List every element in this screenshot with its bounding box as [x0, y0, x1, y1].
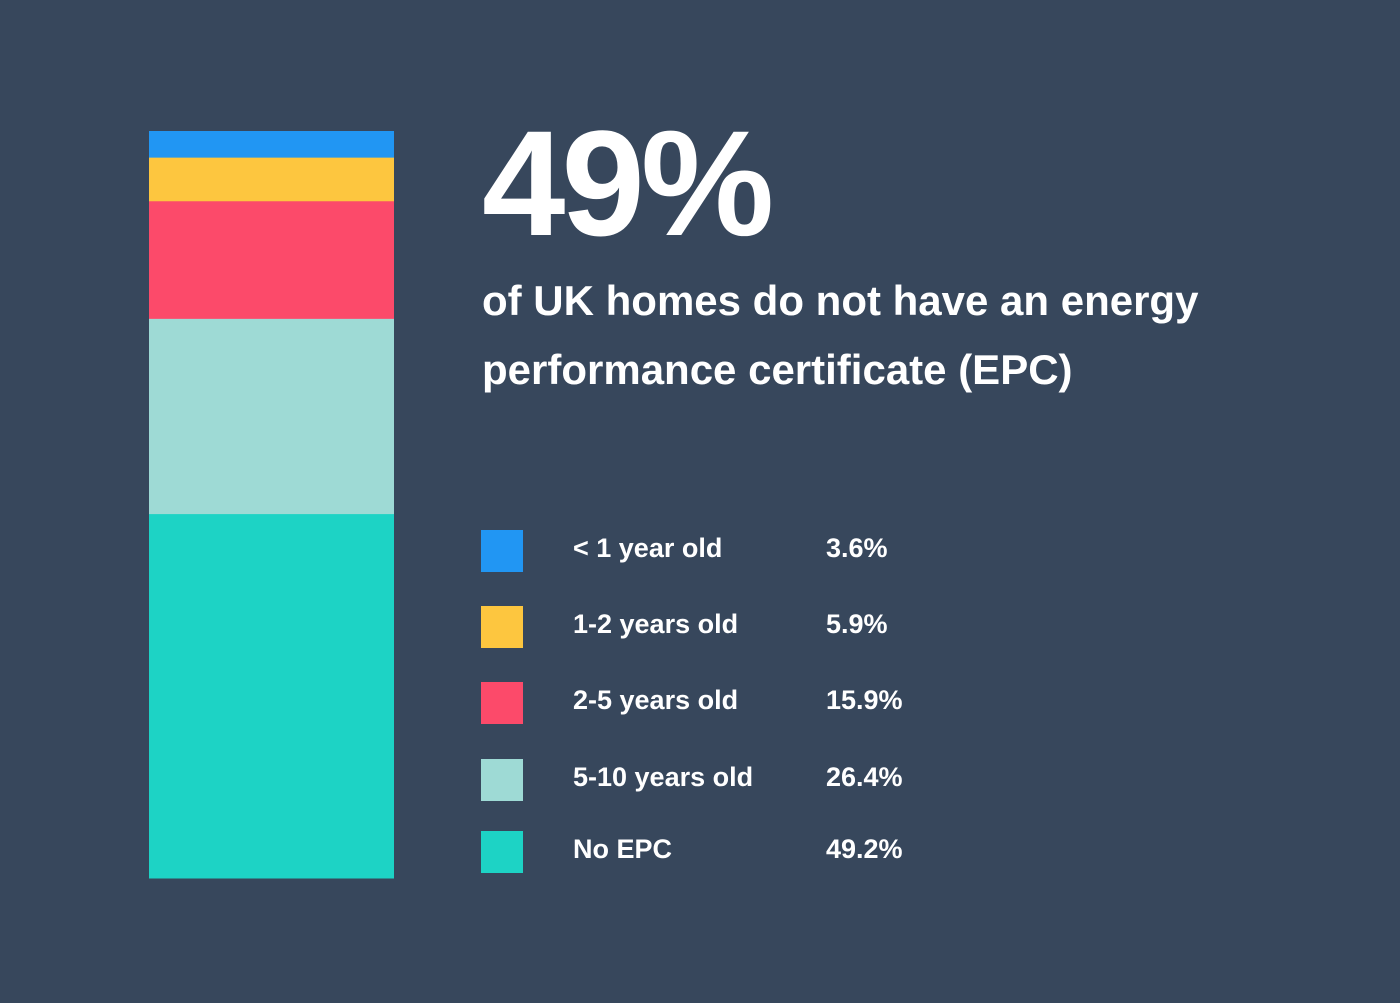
legend-value: 15.9%	[826, 685, 903, 715]
legend-swatch	[481, 831, 523, 873]
legend-swatch	[481, 606, 523, 648]
legend-swatch	[481, 682, 523, 724]
legend-value: 49.2%	[826, 834, 903, 864]
legend-item: 5-10 years old 26.4%	[481, 759, 981, 801]
legend-label: No EPC	[573, 834, 673, 864]
bar-segment-3	[149, 201, 394, 320]
legend-item: 1-2 years old 5.9%	[481, 606, 981, 648]
legend-value: 3.6%	[826, 533, 888, 563]
legend-label: 5-10 years old	[573, 762, 754, 792]
legend-label: 2-5 years old	[573, 685, 739, 715]
legend-label: 1-2 years old	[573, 609, 739, 639]
bar-segment-2	[149, 157, 394, 202]
legend-item: 2-5 years old 15.9%	[481, 682, 981, 724]
legend-swatch	[481, 530, 523, 572]
legend-item: < 1 year old 3.6%	[481, 530, 981, 572]
legend-swatch	[481, 759, 523, 801]
headline-percentage: 49%	[482, 99, 774, 267]
legend-value: 5.9%	[826, 609, 888, 639]
bar-segment-1	[149, 131, 394, 159]
legend-item: No EPC 49.2%	[481, 831, 981, 873]
headline-subtitle: of UK homes do not have an energy perfor…	[482, 277, 1199, 393]
legend-value: 26.4%	[826, 762, 903, 792]
legend-label: < 1 year old	[573, 533, 723, 563]
bar-segment-4	[149, 318, 394, 515]
bar-segment-5	[149, 514, 394, 879]
